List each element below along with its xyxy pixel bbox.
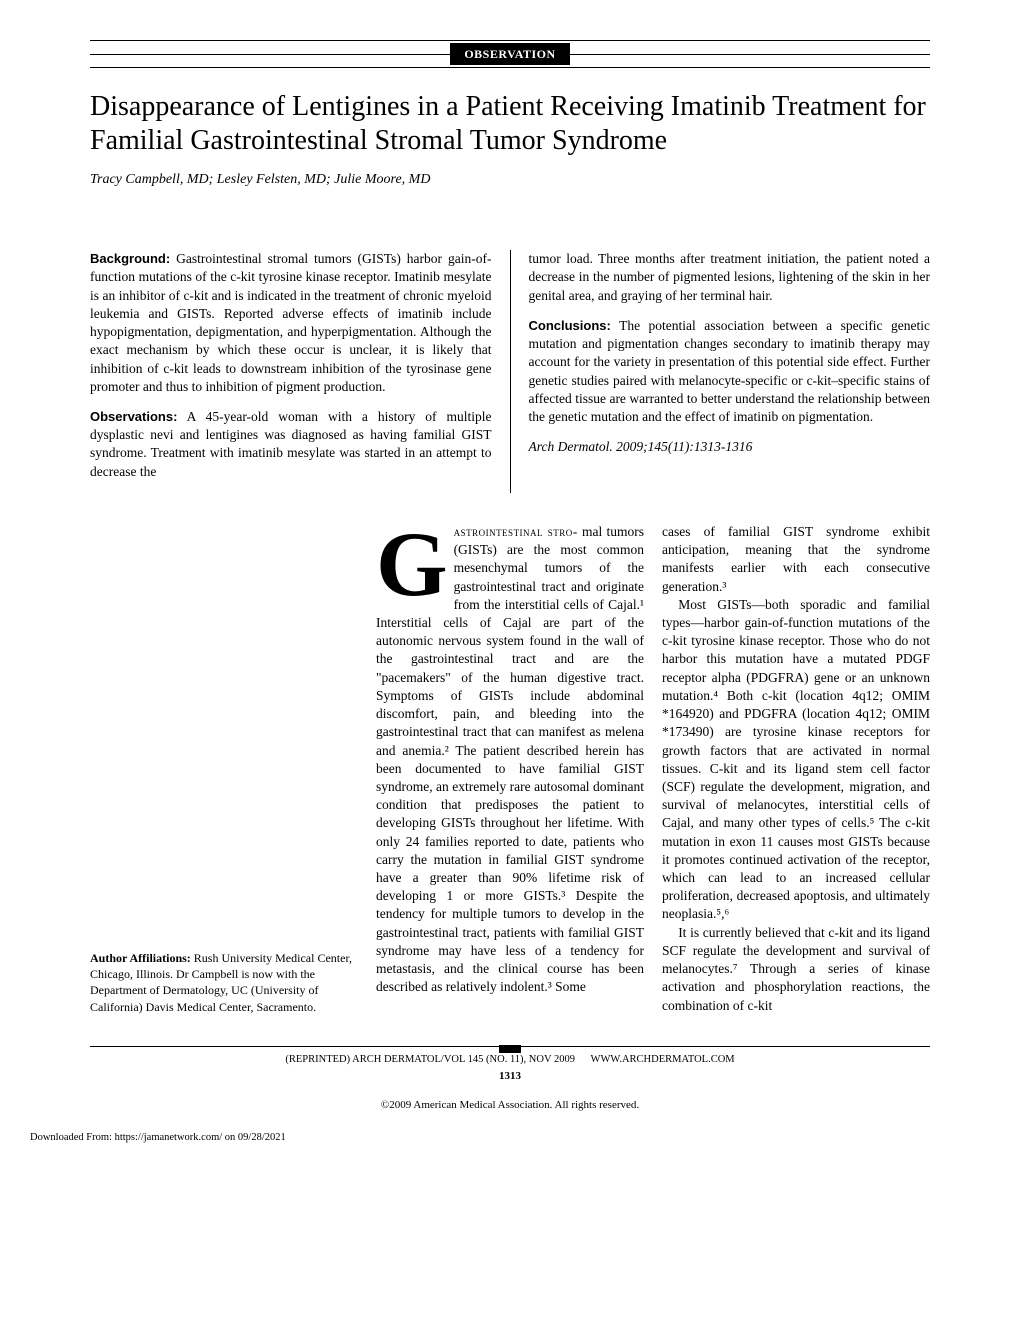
footer-rule: [90, 1045, 930, 1049]
observations-continued: tumor load. Three months after treatment…: [529, 250, 931, 305]
page-number: 1313: [90, 1069, 930, 1084]
body-col-right: cases of familial GIST syndrome exhibit …: [662, 523, 930, 1015]
top-rule: [90, 40, 930, 41]
body-columns: Author Affiliations: Rush University Med…: [90, 523, 930, 1015]
body-col-middle: G astrointestinal stro- mal tumors (GIST…: [376, 523, 644, 1015]
footer-rule-left: [90, 1046, 499, 1047]
citation: Arch Dermatol. 2009;145(11):1313-1316: [529, 438, 931, 456]
abstract-divider: [510, 250, 511, 493]
copyright: ©2009 American Medical Association. All …: [90, 1098, 930, 1113]
rule-right: [570, 54, 930, 55]
affiliations-label: Author Affiliations:: [90, 951, 191, 965]
lead-smallcaps: astrointestinal stro-: [454, 524, 578, 539]
abstract-col-left: Background: Gastrointestinal stromal tum…: [90, 250, 492, 493]
abstract-observations: Observations: A 45-year-old woman with a…: [90, 408, 492, 481]
footer-block-icon: [499, 1045, 521, 1053]
background-text: Gastrointestinal stromal tumors (GISTs) …: [90, 251, 492, 394]
body-col2-p3: It is currently believed that c-kit and …: [662, 924, 930, 1015]
downloaded-note: Downloaded From: https://jamanetwork.com…: [30, 1131, 930, 1145]
abstract-block: Background: Gastrointestinal stromal tum…: [90, 250, 930, 493]
observations-label: Observations:: [90, 409, 177, 424]
body-col2-p1: cases of familial GIST syndrome exhibit …: [662, 523, 930, 596]
affiliations-column: Author Affiliations: Rush University Med…: [90, 523, 358, 1015]
section-label: OBSERVATION: [450, 43, 569, 65]
footer-reprint-line: (REPRINTED) ARCH DERMATOL/VOL 145 (NO. 1…: [90, 1053, 930, 1067]
abstract-background: Background: Gastrointestinal stromal tum…: [90, 250, 492, 396]
footer-rule-right: [521, 1046, 930, 1047]
body-col2-p2: Most GISTs—both sporadic and familial ty…: [662, 596, 930, 924]
background-label: Background:: [90, 251, 170, 266]
affiliations: Author Affiliations: Rush University Med…: [90, 950, 358, 1015]
rule-left: [90, 54, 450, 55]
abstract-conclusions: Conclusions: The potential association b…: [529, 317, 931, 426]
author-line: Tracy Campbell, MD; Lesley Felsten, MD; …: [90, 171, 930, 190]
footer-reprint: (REPRINTED) ARCH DERMATOL/VOL 145 (NO. 1…: [285, 1054, 575, 1065]
conclusions-label: Conclusions:: [529, 318, 611, 333]
conclusions-text: The potential association between a spec…: [529, 318, 931, 424]
footer-url: WWW.ARCHDERMATOL.COM: [591, 1054, 735, 1065]
rule-below: [90, 67, 930, 68]
article-title: Disappearance of Lentigines in a Patient…: [90, 90, 930, 157]
section-header: OBSERVATION: [90, 43, 930, 65]
dropcap: G: [376, 523, 454, 601]
abstract-col-right: tumor load. Three months after treatment…: [529, 250, 931, 493]
